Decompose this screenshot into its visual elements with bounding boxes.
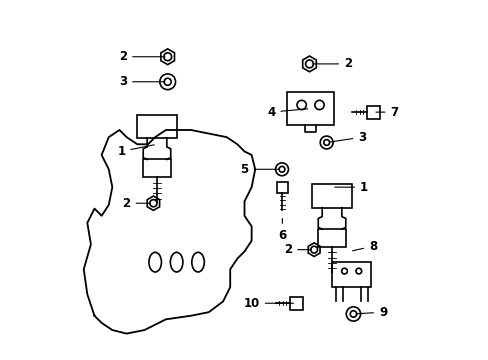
Bar <box>287 93 333 125</box>
Text: 5: 5 <box>240 163 279 176</box>
Text: 9: 9 <box>355 306 386 319</box>
Bar <box>318 229 345 247</box>
Text: 6: 6 <box>278 219 286 242</box>
Bar <box>331 262 370 287</box>
Text: 1: 1 <box>117 145 154 158</box>
Text: 2: 2 <box>122 197 150 210</box>
Text: 2: 2 <box>284 243 311 256</box>
Text: 3: 3 <box>119 75 164 88</box>
Bar <box>137 115 176 138</box>
Bar <box>312 184 351 208</box>
Text: 2: 2 <box>312 57 351 71</box>
Text: 7: 7 <box>375 105 398 119</box>
Text: 4: 4 <box>266 105 307 119</box>
Text: 1: 1 <box>334 181 367 194</box>
Bar <box>143 159 170 177</box>
Text: 8: 8 <box>352 240 376 253</box>
Text: 10: 10 <box>243 297 293 310</box>
Text: 2: 2 <box>119 50 164 63</box>
Text: 3: 3 <box>329 131 366 144</box>
